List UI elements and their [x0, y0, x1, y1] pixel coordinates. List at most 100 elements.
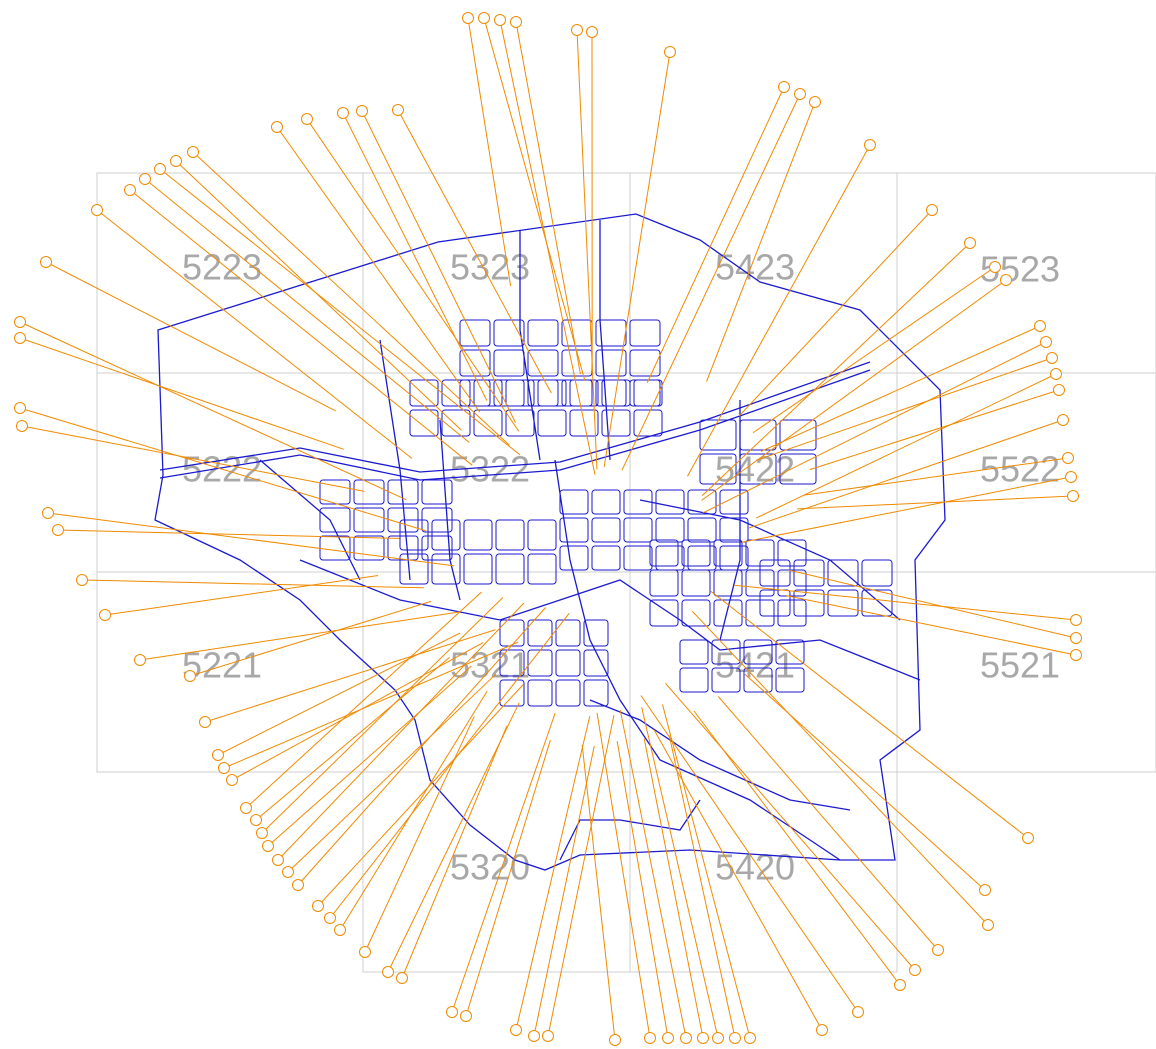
road	[260, 460, 360, 580]
block	[496, 554, 524, 584]
block	[460, 320, 490, 346]
block	[474, 410, 502, 436]
block	[528, 680, 552, 706]
leader-line	[711, 591, 1028, 838]
leader-line	[340, 691, 487, 930]
block	[320, 508, 350, 532]
callout-marker	[463, 13, 474, 24]
block	[682, 600, 710, 626]
callout-marker	[383, 967, 394, 978]
callout-marker	[140, 174, 151, 185]
leader-line	[654, 730, 822, 1030]
callout-marker	[511, 1025, 522, 1036]
callout-marker	[853, 1007, 864, 1018]
leader-line	[298, 608, 546, 886]
callout-marker	[990, 262, 1001, 273]
callout-marker	[1047, 353, 1058, 364]
callout-marker	[572, 25, 583, 36]
callout-marker	[610, 1035, 621, 1046]
callout-marker	[100, 610, 111, 621]
callout-marker	[338, 108, 349, 119]
block	[630, 320, 660, 346]
block	[634, 380, 662, 406]
block	[596, 350, 626, 376]
leader-line	[20, 408, 426, 531]
leader-line	[262, 598, 503, 833]
block	[556, 620, 580, 646]
callout-marker	[283, 867, 294, 878]
callout-marker	[865, 140, 876, 151]
callout-marker	[1068, 491, 1079, 502]
grid-label: 5323	[450, 247, 530, 288]
callout-marker	[1071, 615, 1082, 626]
leaders	[15, 13, 1082, 1046]
leader-line	[224, 642, 518, 768]
callout-marker	[779, 82, 790, 93]
callout-marker	[910, 965, 921, 976]
callout-marker	[1035, 321, 1046, 332]
callout-marker	[273, 855, 284, 866]
callout-marker	[965, 238, 976, 249]
block	[528, 620, 552, 646]
callout-marker	[1058, 415, 1069, 426]
grid-label: 5320	[450, 847, 530, 888]
callout-marker	[15, 333, 26, 344]
grid-label: 5423	[715, 247, 795, 288]
leader-line	[718, 697, 938, 951]
leader-line	[268, 666, 471, 846]
callout-marker	[171, 156, 182, 167]
callout-marker	[1041, 337, 1052, 348]
grid-labels: 5223532354235523522253225422552252215321…	[182, 247, 1060, 888]
block	[688, 518, 716, 542]
block	[528, 320, 558, 346]
callout-marker	[1023, 833, 1034, 844]
map-canvas: 5223532354235523522253225422552252215321…	[0, 0, 1156, 1049]
block	[432, 554, 460, 584]
leader-line	[785, 595, 1076, 655]
block	[400, 554, 428, 584]
block	[624, 518, 652, 542]
callout-marker	[53, 525, 64, 536]
leader-line	[145, 179, 469, 442]
block	[464, 520, 492, 550]
block	[528, 520, 556, 550]
leader-line	[534, 746, 594, 1036]
block	[460, 380, 490, 406]
callout-marker	[1054, 385, 1065, 396]
block	[494, 350, 524, 376]
callout-marker	[933, 945, 944, 956]
block	[656, 490, 684, 514]
block	[650, 540, 678, 566]
block	[460, 350, 490, 376]
block	[584, 650, 608, 676]
callout-marker	[745, 1033, 756, 1044]
block	[650, 600, 678, 626]
block	[760, 560, 790, 586]
callout-marker	[77, 575, 88, 586]
callout-marker	[529, 1031, 540, 1042]
block	[596, 380, 626, 406]
callout-marker	[92, 205, 103, 216]
callout-marker	[257, 828, 268, 839]
block	[528, 380, 558, 406]
block	[556, 680, 580, 706]
callout-marker	[663, 1033, 674, 1044]
block	[656, 518, 684, 542]
block	[556, 650, 580, 676]
block	[354, 480, 384, 504]
callout-marker	[543, 1031, 554, 1042]
block	[354, 508, 384, 532]
leader-line	[644, 738, 703, 1038]
callout-marker	[795, 89, 806, 100]
leader-line	[641, 695, 858, 1012]
leader-line	[388, 703, 519, 972]
callout-marker	[927, 205, 938, 216]
callout-marker	[188, 147, 199, 158]
block	[680, 640, 708, 664]
callout-marker	[479, 13, 490, 24]
leader-line	[58, 530, 399, 538]
leader-line	[756, 374, 1056, 518]
leader-line	[797, 496, 1073, 509]
block	[624, 546, 652, 570]
block	[538, 410, 566, 436]
